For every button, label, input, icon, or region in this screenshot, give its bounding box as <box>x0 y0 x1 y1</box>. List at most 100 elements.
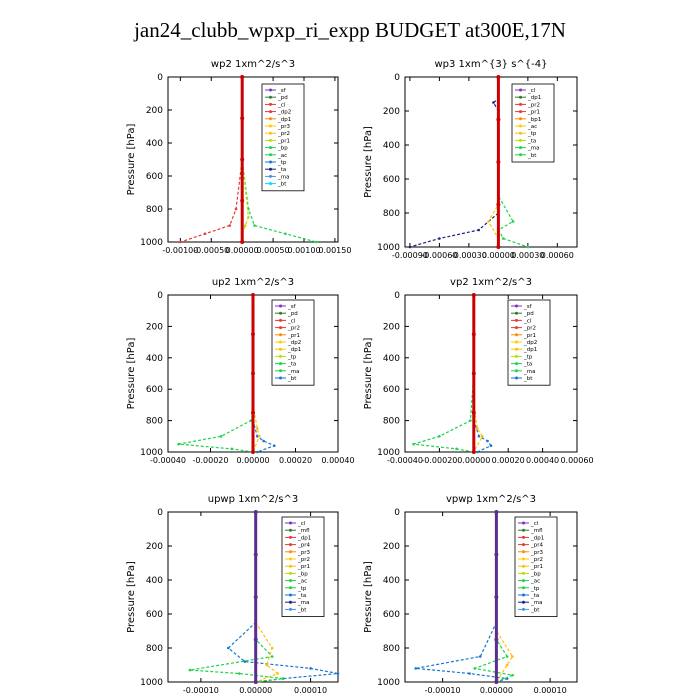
legend-marker <box>289 586 292 590</box>
y-tick-label: 800 <box>383 417 400 427</box>
legend-label: _pr2 <box>527 102 540 108</box>
data-point <box>511 673 514 677</box>
data-point <box>227 646 230 650</box>
x-tick-label: 0.00000 <box>226 246 259 255</box>
data-point <box>270 655 274 658</box>
legend-marker <box>522 593 525 597</box>
y-tick-label: 1000 <box>377 243 400 253</box>
data-point <box>336 672 340 675</box>
data-point <box>270 646 274 650</box>
panel-title: vp2 1xm^2/s^3 <box>450 277 532 288</box>
y-axis-label: Pressure [hPa] <box>363 126 374 198</box>
y-tick-label: 1000 <box>140 238 163 248</box>
legend-label: _pr3 <box>277 124 291 130</box>
data-point <box>258 435 261 438</box>
y-tick-label: 600 <box>383 175 400 185</box>
y-tick-label: 400 <box>146 354 163 364</box>
data-point <box>469 419 472 422</box>
panel-title: wp3 1xm^{3} s^{-4} <box>434 59 547 70</box>
legend-label: _bp <box>530 571 541 577</box>
x-tick-label: -0.00090 <box>392 251 428 260</box>
x-tick-label: -0.00020 <box>193 456 229 465</box>
y-axis-label: Pressure [hPa] <box>126 338 137 410</box>
panel-title: upwp 1xm^2/s^3 <box>208 494 298 505</box>
data-point <box>188 668 192 672</box>
series-line-pr2 <box>495 512 514 683</box>
legend-label: _sf <box>287 304 297 310</box>
data-point <box>501 237 505 240</box>
legend-label: _pr1 <box>277 138 290 144</box>
plot-frame <box>404 294 578 453</box>
y-tick-label: 200 <box>146 322 163 332</box>
data-point <box>494 552 499 557</box>
legend-label: _bt <box>277 182 287 188</box>
data-point <box>478 655 482 658</box>
legend-label: _tp <box>287 354 297 360</box>
y-tick-label: 800 <box>146 417 163 427</box>
data-point <box>251 371 255 376</box>
data-point <box>496 75 501 79</box>
plot-frame <box>404 511 578 683</box>
x-tick-label: 0.00000 <box>457 456 490 465</box>
legend-label: _pr1 <box>297 564 310 570</box>
x-tick-label: 0.00150 <box>318 246 351 255</box>
legend-label: _dp1 <box>287 347 301 353</box>
y-tick-label: 1000 <box>377 678 400 688</box>
legend-marker <box>515 326 518 330</box>
legend-label: _pr2 <box>523 326 536 332</box>
data-point <box>251 410 255 415</box>
legend-marker <box>269 160 272 164</box>
panel-title: vpwp 1xm^2/s^3 <box>446 494 536 505</box>
y-tick-label: 800 <box>146 644 163 654</box>
x-tick-label: -0.00060 <box>421 251 457 260</box>
data-point <box>471 410 476 415</box>
legend-marker <box>279 333 282 337</box>
data-point <box>438 435 441 438</box>
legend-marker <box>515 354 518 358</box>
legend-marker <box>522 571 525 575</box>
x-tick-label: 0.00000 <box>236 456 269 465</box>
series-line-ac <box>497 77 529 248</box>
data-point <box>494 680 499 684</box>
data-point <box>487 220 490 223</box>
y-tick-label: 1000 <box>377 448 400 458</box>
data-point <box>475 427 479 430</box>
legend-marker <box>289 528 292 532</box>
legend-label: _pr4 <box>530 543 544 549</box>
plot-frame <box>167 76 339 243</box>
y-tick-label: 0 <box>394 508 400 518</box>
data-point <box>496 202 501 207</box>
legend-marker <box>522 564 525 568</box>
series-line-ac <box>189 512 284 683</box>
y-axis-label: Pressure [hPa] <box>126 561 137 633</box>
data-point <box>473 667 477 670</box>
page-title: jan24_clubb_wpxp_ri_expp BUDGET at300E,1… <box>134 18 566 42</box>
legend-label: _ta <box>523 362 532 368</box>
legend-label: _bp1 <box>527 117 541 123</box>
data-point <box>251 450 255 454</box>
data-point <box>505 655 509 658</box>
y-tick-label: 0 <box>157 73 163 83</box>
legend-marker <box>279 318 282 322</box>
y-tick-label: 400 <box>383 576 400 586</box>
legend-marker <box>515 304 518 308</box>
x-tick-label: -0.00010 <box>183 686 219 695</box>
data-point <box>486 439 489 443</box>
legend-marker <box>519 95 522 99</box>
legend-marker <box>519 110 522 114</box>
legend-label: _bt <box>523 376 533 382</box>
y-tick-label: 200 <box>383 322 400 332</box>
panel-title: up2 1xm^2/s^3 <box>212 277 294 288</box>
x-tick-label: 0.00100 <box>287 246 320 255</box>
legend-marker <box>279 354 282 358</box>
chart-panel-1: wp2 1xm^2/s^3 0 200 400 600 800 1000 Pressure [… <box>126 59 351 255</box>
data-point <box>494 510 499 514</box>
data-point <box>492 101 495 104</box>
y-tick-label: 0 <box>394 73 400 83</box>
legend-marker <box>269 117 272 121</box>
data-point <box>489 444 493 448</box>
data-point <box>251 293 255 297</box>
series-line-tp <box>473 295 492 453</box>
data-point <box>243 660 247 663</box>
legend-label: _cl <box>523 318 532 324</box>
